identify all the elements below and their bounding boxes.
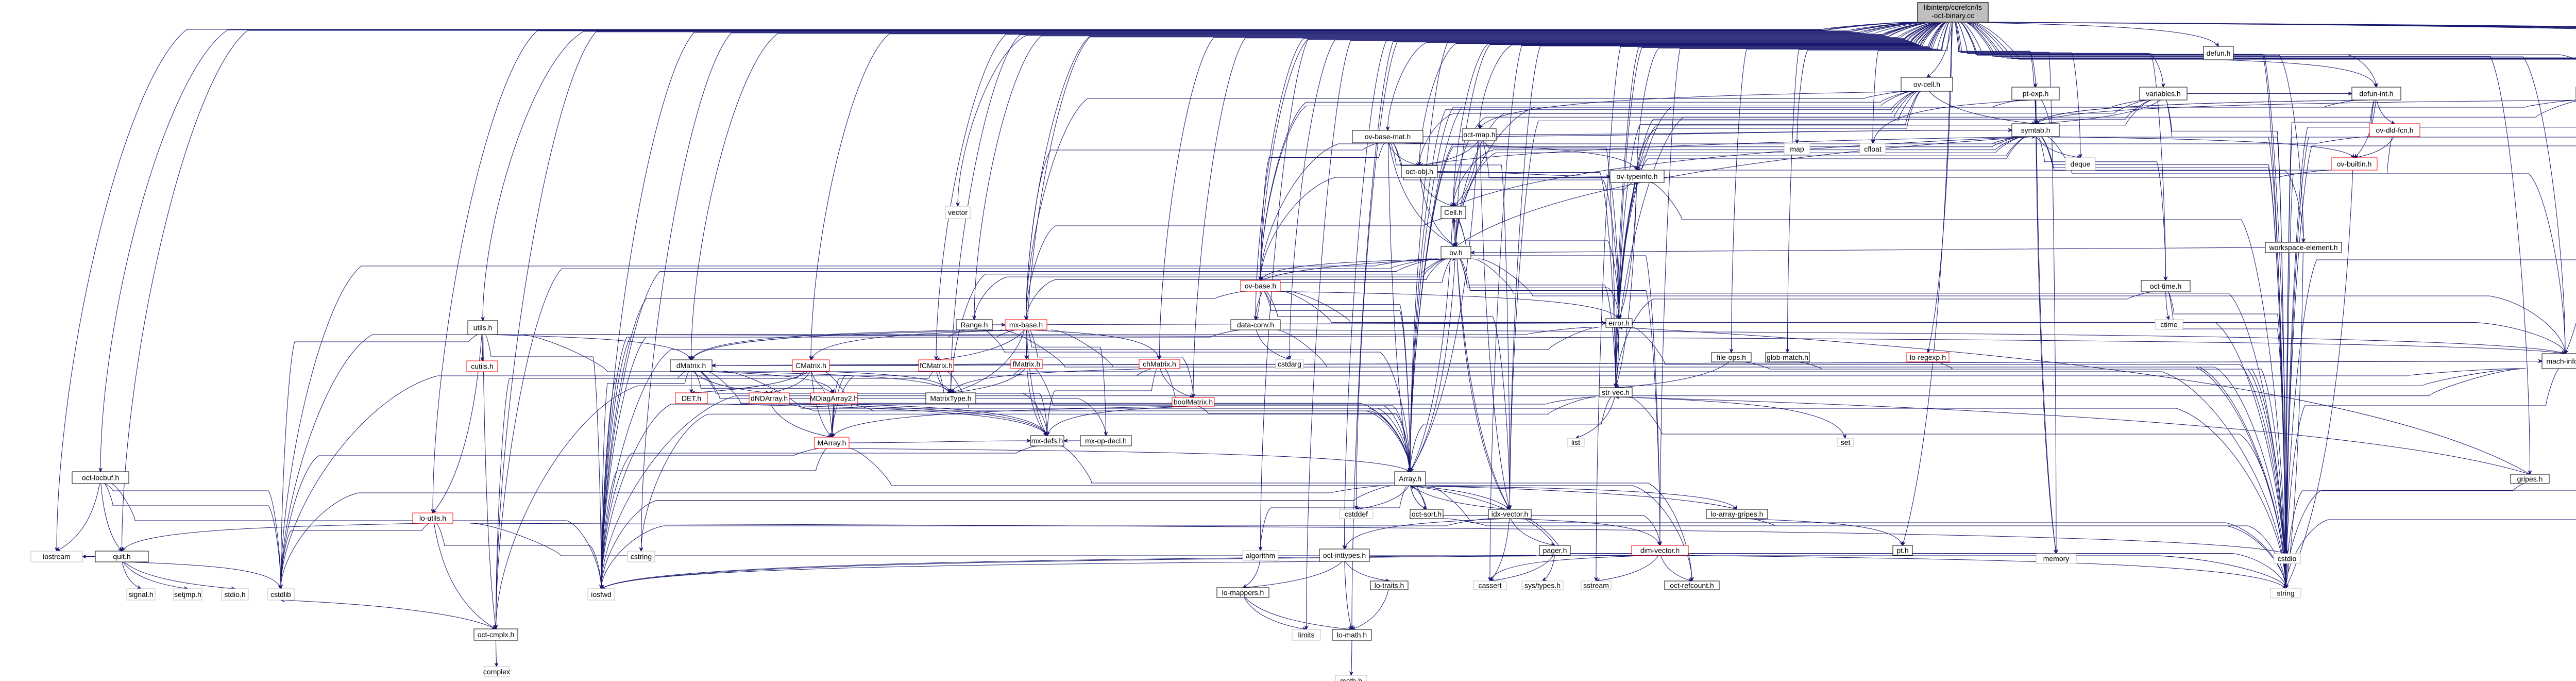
svg-text:ov-builtin.h: ov-builtin.h	[2337, 160, 2372, 168]
svg-text:limits: limits	[1298, 630, 1315, 639]
svg-text:libinterp/corefcn/ls: libinterp/corefcn/ls	[1924, 3, 1982, 11]
svg-text:list: list	[1571, 438, 1580, 446]
svg-text:ov-cell.h: ov-cell.h	[1913, 80, 1940, 88]
svg-text:MArray.h: MArray.h	[818, 439, 846, 447]
svg-text:mach-info.h: mach-info.h	[2546, 357, 2576, 365]
svg-text:ov-base-mat.h: ov-base-mat.h	[1365, 132, 1411, 141]
svg-text:oct-obj.h: oct-obj.h	[1405, 167, 1433, 175]
svg-text:lo-traits.h: lo-traits.h	[1375, 581, 1404, 589]
svg-text:dim-vector.h: dim-vector.h	[1640, 546, 1680, 554]
svg-text:sstream: sstream	[1583, 581, 1609, 589]
svg-text:pt.h: pt.h	[1896, 546, 1908, 554]
svg-text:signal.h: signal.h	[128, 590, 153, 599]
svg-text:cfloat: cfloat	[1864, 145, 1882, 153]
svg-text:dMatrix.h: dMatrix.h	[676, 361, 706, 370]
svg-text:set: set	[1841, 438, 1851, 446]
svg-text:iostream: iostream	[43, 552, 71, 560]
svg-text:oct-locbuf.h: oct-locbuf.h	[82, 473, 119, 481]
svg-text:stdio.h: stdio.h	[224, 590, 245, 599]
svg-text:glob-match.h: glob-match.h	[1767, 353, 1808, 361]
svg-text:iosfwd: iosfwd	[591, 590, 612, 599]
svg-text:complex: complex	[483, 668, 510, 676]
svg-text:-oct-binary.cc: -oct-binary.cc	[1931, 11, 1974, 20]
svg-text:memory: memory	[2043, 554, 2070, 562]
svg-text:ov-base.h: ov-base.h	[1245, 281, 1276, 290]
svg-text:dNDArray.h: dNDArray.h	[751, 394, 788, 402]
svg-text:variables.h: variables.h	[2146, 89, 2181, 97]
svg-text:chMatrix.h: chMatrix.h	[1143, 360, 1176, 368]
svg-text:ctime: ctime	[2160, 320, 2178, 328]
svg-text:gripes.h: gripes.h	[2517, 475, 2543, 483]
svg-text:Range.h: Range.h	[961, 321, 988, 329]
svg-text:cassert: cassert	[1478, 581, 1501, 589]
svg-text:utils.h: utils.h	[473, 323, 493, 331]
svg-text:lo-utils.h: lo-utils.h	[419, 514, 446, 522]
svg-text:sys/types.h: sys/types.h	[1524, 581, 1561, 589]
svg-text:mx-op-decl.h: mx-op-decl.h	[1085, 437, 1127, 445]
svg-text:defun-int.h: defun-int.h	[2359, 89, 2393, 97]
svg-text:idx-vector.h: idx-vector.h	[1492, 510, 1529, 518]
svg-text:pt-exp.h: pt-exp.h	[2023, 89, 2049, 97]
svg-text:fCMatrix.h: fCMatrix.h	[920, 361, 953, 370]
svg-text:Cell.h: Cell.h	[1444, 208, 1463, 217]
svg-text:DET.h: DET.h	[682, 394, 701, 402]
svg-text:quit.h: quit.h	[113, 552, 130, 560]
svg-text:oct-sort.h: oct-sort.h	[1412, 510, 1442, 518]
svg-text:workspace-element.h: workspace-element.h	[2268, 243, 2337, 252]
svg-text:fMatrix.h: fMatrix.h	[1013, 360, 1041, 368]
svg-text:oct-cmplx.h: oct-cmplx.h	[478, 630, 515, 639]
svg-text:CMatrix.h: CMatrix.h	[795, 361, 826, 370]
svg-text:MatrixType.h: MatrixType.h	[930, 394, 971, 402]
svg-text:MDiagArray2.h: MDiagArray2.h	[810, 394, 858, 402]
svg-text:oct-refcount.h: oct-refcount.h	[1670, 581, 1714, 589]
svg-text:setjmp.h: setjmp.h	[174, 590, 201, 599]
svg-text:deque: deque	[2071, 160, 2091, 168]
svg-text:map: map	[1790, 145, 1804, 153]
svg-text:ov-typeinfo.h: ov-typeinfo.h	[1616, 172, 1657, 180]
svg-text:cstring: cstring	[631, 552, 652, 560]
svg-text:ov.h: ov.h	[1449, 248, 1462, 257]
svg-text:oct-inttypes.h: oct-inttypes.h	[1323, 551, 1366, 559]
svg-text:error.h: error.h	[1608, 319, 1629, 327]
svg-text:vector: vector	[948, 208, 968, 217]
svg-text:cutils.h: cutils.h	[471, 362, 494, 370]
svg-text:lo-math.h: lo-math.h	[1337, 630, 1367, 639]
svg-text:cstdarg: cstdarg	[1278, 360, 1301, 368]
svg-text:algorithm: algorithm	[1246, 551, 1276, 559]
svg-text:data-conv.h: data-conv.h	[1237, 321, 1274, 329]
svg-text:mx-defs.h: mx-defs.h	[1031, 437, 1063, 445]
svg-text:boolMatrix.h: boolMatrix.h	[1174, 397, 1213, 406]
svg-text:ov-dld-fcn.h: ov-dld-fcn.h	[2376, 126, 2413, 134]
svg-text:cstdlib: cstdlib	[270, 590, 291, 599]
svg-text:lo-regexp.h: lo-regexp.h	[1910, 353, 1946, 361]
svg-text:pager.h: pager.h	[1543, 546, 1567, 554]
svg-text:cstddef: cstddef	[1345, 510, 1368, 518]
svg-text:mx-base.h: mx-base.h	[1009, 321, 1043, 329]
svg-text:str-vec.h: str-vec.h	[1602, 388, 1630, 396]
svg-text:string: string	[2277, 589, 2294, 597]
svg-text:oct-map.h: oct-map.h	[1463, 130, 1495, 139]
svg-text:oct-time.h: oct-time.h	[2150, 282, 2181, 290]
svg-text:lo-mappers.h: lo-mappers.h	[1222, 588, 1264, 596]
svg-text:symtab.h: symtab.h	[2021, 126, 2050, 134]
svg-text:lo-array-gripes.h: lo-array-gripes.h	[1711, 510, 1764, 518]
svg-text:file-ops.h: file-ops.h	[1717, 353, 1746, 361]
svg-text:defun.h: defun.h	[2207, 49, 2231, 57]
svg-text:Array.h: Array.h	[1399, 474, 1421, 483]
svg-text:cstdio: cstdio	[2278, 554, 2297, 562]
svg-text:math.h: math.h	[1340, 676, 1362, 681]
